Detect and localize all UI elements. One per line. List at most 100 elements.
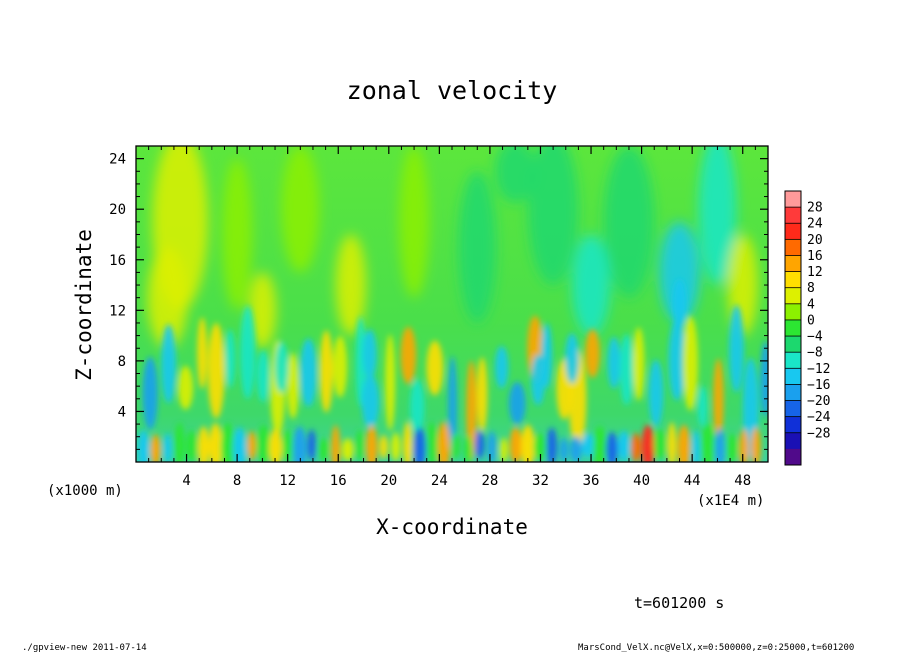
colorbar-label: 16 xyxy=(807,249,823,264)
field-streak xyxy=(410,379,425,434)
colorbar-swatch xyxy=(785,448,801,466)
field-spot xyxy=(413,427,427,462)
field-band xyxy=(335,234,367,336)
field-streak xyxy=(697,385,708,427)
field-spot xyxy=(307,429,316,461)
colorbar-swatch xyxy=(785,255,801,272)
field-spot xyxy=(463,435,472,462)
field-streak xyxy=(682,315,699,411)
field-streak xyxy=(619,333,634,406)
field-spot xyxy=(437,421,450,462)
velocity-field xyxy=(136,146,768,462)
field-spot xyxy=(581,433,595,458)
field-streak xyxy=(385,334,396,431)
field-spot xyxy=(726,433,738,462)
y-axis: 4 8 12 16 20 24 xyxy=(109,152,768,450)
field-spot xyxy=(487,431,497,462)
field-spot xyxy=(533,433,547,461)
field-spot xyxy=(174,422,185,462)
x-tick-label: 16 xyxy=(330,473,347,489)
colorbar-label: 12 xyxy=(807,265,823,280)
field-spot xyxy=(631,432,641,462)
field-band xyxy=(494,146,536,203)
field-spot xyxy=(509,427,522,462)
field-spot xyxy=(701,422,715,462)
field-streak xyxy=(585,329,600,378)
field-streak xyxy=(448,356,457,452)
field-spot xyxy=(233,427,247,462)
y-tick-label: 12 xyxy=(109,303,126,319)
field-streak xyxy=(400,326,417,385)
colorbar-label: −4 xyxy=(807,330,823,345)
y-axis-label: Z-coordinate xyxy=(72,229,96,381)
colorbar-label: 0 xyxy=(807,313,815,328)
time-annotation: t=601200 s xyxy=(634,594,725,612)
colorbar-swatch xyxy=(785,400,801,417)
y-tick-label: 4 xyxy=(118,404,126,420)
field-low xyxy=(672,278,687,330)
field-band xyxy=(248,272,277,349)
colorbar-swatch xyxy=(785,287,801,305)
field-spot xyxy=(739,428,749,462)
field-spot xyxy=(293,426,307,462)
colorbar-swatch xyxy=(785,319,801,337)
field-band xyxy=(398,146,430,298)
field-band xyxy=(659,221,700,323)
field-spot xyxy=(341,438,354,462)
colorbar-label: −28 xyxy=(807,426,830,441)
field-spot xyxy=(559,437,568,462)
field-spot xyxy=(257,424,270,462)
x-tick-label: 44 xyxy=(684,473,701,489)
field-spot xyxy=(355,429,364,462)
field-streak xyxy=(361,374,380,429)
field-streak xyxy=(207,322,225,419)
x-tick-label: 36 xyxy=(583,473,600,489)
colorbar-swatch xyxy=(785,303,801,321)
field-spot xyxy=(198,426,210,462)
colorbar-label: −16 xyxy=(807,378,830,393)
field-streak xyxy=(760,340,768,418)
colorbar-swatch xyxy=(785,384,801,401)
colorbar-swatch xyxy=(785,352,801,369)
x-tick-label: 20 xyxy=(380,473,397,489)
x-tick-label: 4 xyxy=(182,473,190,489)
field-spot xyxy=(570,436,582,462)
field-spot xyxy=(593,425,607,462)
field-streak xyxy=(225,329,236,388)
colorbar-label: 4 xyxy=(807,297,815,312)
field-spot xyxy=(499,437,508,462)
field-spot xyxy=(379,434,388,459)
field-spot xyxy=(403,421,413,462)
field-spot xyxy=(475,430,485,459)
field-streak xyxy=(240,305,256,400)
field-spot xyxy=(150,434,161,462)
field-spot xyxy=(520,424,535,462)
field-spot xyxy=(220,422,235,462)
field-band xyxy=(147,247,188,349)
field-streak xyxy=(333,335,348,398)
x-tick-label: 40 xyxy=(633,473,650,489)
field-streak xyxy=(161,324,177,404)
x-tick-label: 32 xyxy=(532,473,549,489)
chart-title: zonal velocity xyxy=(346,76,558,105)
field-streak xyxy=(508,381,526,425)
colorbar-label: 8 xyxy=(807,281,815,296)
x-axis-label: X-coordinate xyxy=(376,515,528,539)
field-spot xyxy=(186,430,198,462)
field-band xyxy=(527,146,579,286)
x-tick-label: 24 xyxy=(431,473,448,489)
field-low xyxy=(362,329,377,380)
colorbar-swatch xyxy=(785,223,801,240)
colorbar-swatch xyxy=(785,368,801,385)
field-spot xyxy=(137,429,150,462)
field-streak xyxy=(299,338,317,407)
field-streak xyxy=(319,330,334,413)
field-spot xyxy=(331,424,341,462)
field-band xyxy=(603,146,655,298)
field-streak xyxy=(197,317,208,389)
field-spot xyxy=(391,432,401,462)
x-exponent-note: (x1E4 m) xyxy=(697,493,765,509)
footer-source: MarsCond_VelX.nc@VelX,x=0:500000,z=0:250… xyxy=(578,643,855,653)
